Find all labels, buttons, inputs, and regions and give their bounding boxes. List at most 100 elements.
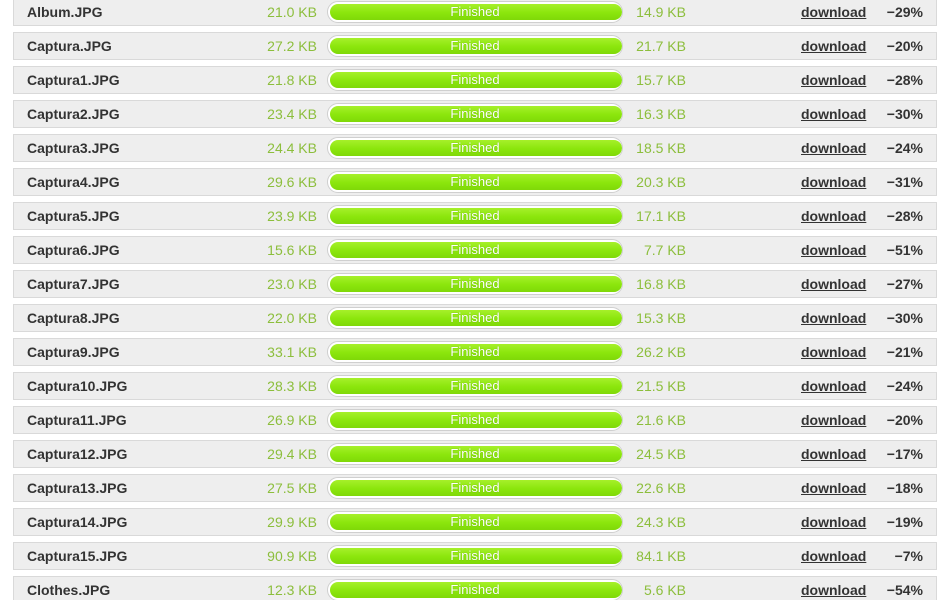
file-name: Captura11.JPG (27, 412, 127, 428)
progress-fill (330, 310, 622, 326)
status-label: Finished (450, 548, 500, 563)
original-size: 27.2 KB (267, 38, 317, 54)
savings-percent: −28% (886, 208, 923, 224)
status-label: Finished (450, 412, 500, 427)
progress-bar: Finished (327, 239, 623, 261)
status-label: Finished (450, 514, 500, 529)
file-name: Captura2.JPG (27, 106, 120, 122)
compressed-size: 14.9 KB (636, 4, 686, 20)
compressed-size: 17.1 KB (636, 208, 686, 224)
file-name: Captura10.JPG (27, 378, 128, 394)
compressed-size: 21.5 KB (636, 378, 686, 394)
original-size: 23.4 KB (267, 106, 317, 122)
original-size: 23.0 KB (267, 276, 317, 292)
progress-fill (330, 514, 622, 530)
file-name: Captura7.JPG (27, 276, 120, 292)
compressed-size: 24.3 KB (636, 514, 686, 530)
progress-bar: Finished (327, 307, 623, 329)
file-name: Captura4.JPG (27, 174, 120, 190)
download-link[interactable]: download (801, 276, 867, 292)
file-row: Captura3.JPG 24.4 KB Finished 18.5 KB downlo… (13, 134, 937, 162)
file-row: Captura.JPG 27.2 KB Finished 21.7 KB downloa… (13, 32, 937, 60)
status-label: Finished (450, 276, 500, 291)
savings-percent: −30% (886, 310, 923, 326)
progress-fill (330, 140, 622, 156)
compressed-size: 5.6 KB (643, 582, 686, 598)
progress-fill (330, 582, 622, 598)
compressed-size: 26.2 KB (636, 344, 686, 360)
download-link[interactable]: download (801, 514, 867, 530)
savings-percent: −31% (886, 174, 923, 190)
compressed-size: 24.5 KB (636, 446, 686, 462)
progress-fill (330, 4, 622, 20)
download-link[interactable]: download (801, 582, 867, 598)
savings-percent: −30% (886, 106, 923, 122)
progress-bar: Finished (327, 273, 623, 295)
file-name: Captura14.JPG (27, 514, 128, 530)
file-name: Captura13.JPG (27, 480, 128, 496)
file-row: Captura11.JPG 26.9 KB Finished 21.6 KB downl… (13, 406, 937, 434)
download-link[interactable]: download (801, 310, 867, 326)
download-link[interactable]: download (801, 412, 867, 428)
progress-fill (330, 344, 622, 360)
file-row: Captura6.JPG 15.6 KB Finished 7.7 KB downloa… (13, 236, 937, 264)
file-row: Captura1.JPG 21.8 KB Finished 15.7 KB downlo… (13, 66, 937, 94)
progress-bar: Finished (327, 511, 623, 533)
file-name: Captura5.JPG (27, 208, 120, 224)
file-name: Captura15.JPG (27, 548, 128, 564)
download-link[interactable]: download (801, 242, 867, 258)
progress-fill (330, 242, 622, 258)
progress-bar: Finished (327, 35, 623, 57)
progress-bar: Finished (327, 375, 623, 397)
status-label: Finished (450, 344, 500, 359)
progress-fill (330, 480, 622, 496)
compressed-size: 18.5 KB (636, 140, 686, 156)
progress-bar: Finished (327, 341, 623, 363)
file-name: Captura1.JPG (27, 72, 120, 88)
download-link[interactable]: download (801, 548, 867, 564)
status-label: Finished (450, 140, 500, 155)
status-label: Finished (450, 446, 500, 461)
savings-percent: −54% (886, 582, 923, 598)
savings-percent: −18% (886, 480, 923, 496)
original-size: 90.9 KB (267, 548, 317, 564)
savings-percent: −19% (886, 514, 923, 530)
original-size: 22.0 KB (267, 310, 317, 326)
file-name: Captura6.JPG (27, 242, 120, 258)
savings-percent: −7% (894, 548, 923, 564)
original-size: 29.9 KB (267, 514, 317, 530)
progress-bar: Finished (327, 579, 623, 600)
file-row: Captura8.JPG 22.0 KB Finished 15.3 KB downlo… (13, 304, 937, 332)
download-link[interactable]: download (801, 38, 867, 54)
download-link[interactable]: download (801, 72, 867, 88)
file-row: Captura14.JPG 29.9 KB Finished 24.3 KB downl… (13, 508, 937, 536)
download-link[interactable]: download (801, 208, 867, 224)
compressed-size: 21.7 KB (636, 38, 686, 54)
file-name: Captura8.JPG (27, 310, 120, 326)
compressed-size: 15.3 KB (636, 310, 686, 326)
download-link[interactable]: download (801, 344, 867, 360)
progress-fill (330, 38, 622, 54)
file-row: Captura7.JPG 23.0 KB Finished 16.8 KB downlo… (13, 270, 937, 298)
progress-fill (330, 446, 622, 462)
download-link[interactable]: download (801, 378, 867, 394)
original-size: 29.6 KB (267, 174, 317, 190)
download-link[interactable]: download (801, 480, 867, 496)
savings-percent: −20% (886, 38, 923, 54)
download-link[interactable]: download (801, 446, 867, 462)
file-row: Captura10.JPG 28.3 KB Finished 21.5 KB downl… (13, 372, 937, 400)
download-link[interactable]: download (801, 106, 867, 122)
file-row: Captura15.JPG 90.9 KB Finished 84.1 KB downl… (13, 542, 937, 570)
original-size: 21.8 KB (267, 72, 317, 88)
compressed-size: 7.7 KB (643, 242, 686, 258)
compressed-size: 20.3 KB (636, 174, 686, 190)
status-label: Finished (450, 38, 500, 53)
file-row: Clothes.JPG 12.3 KB Finished 5.6 KB download… (13, 576, 937, 600)
savings-percent: −24% (886, 378, 923, 394)
download-link[interactable]: download (801, 140, 867, 156)
progress-bar: Finished (327, 171, 623, 193)
download-link[interactable]: download (801, 174, 867, 190)
download-link[interactable]: download (801, 4, 867, 20)
original-size: 23.9 KB (267, 208, 317, 224)
